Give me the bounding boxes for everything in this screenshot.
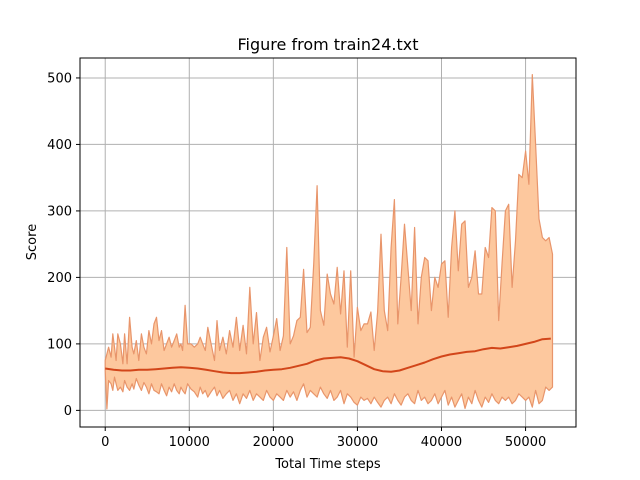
x-tick-label: 40000 [421,435,462,450]
x-tick-label: 20000 [253,435,294,450]
x-tick-label: 30000 [337,435,378,450]
x-tick-label: 50000 [505,435,546,450]
mean-score-series [105,337,551,375]
y-tick-label: 500 [47,71,72,86]
mean-score-line [105,337,551,375]
y-axis-ticks: 0 100 200 300 400 500 [47,71,80,419]
x-tick-label: 10000 [169,435,210,450]
y-tick-label: 0 [64,404,72,419]
x-tick-label: 0 [101,435,109,450]
score-range-area [104,74,554,410]
y-tick-label: 400 [47,138,72,153]
y-tick-label: 200 [47,271,72,286]
min-max-band [104,74,554,410]
chart-title: Figure from train24.txt [238,35,419,54]
y-axis-title: Score [25,224,40,260]
plot-frame [79,57,577,428]
x-axis-title: Total Time steps [274,457,381,472]
x-axis-ticks: 0 10000 20000 30000 40000 50000 [101,427,546,450]
y-tick-label: 300 [47,204,72,219]
y-tick-label: 100 [47,337,72,352]
